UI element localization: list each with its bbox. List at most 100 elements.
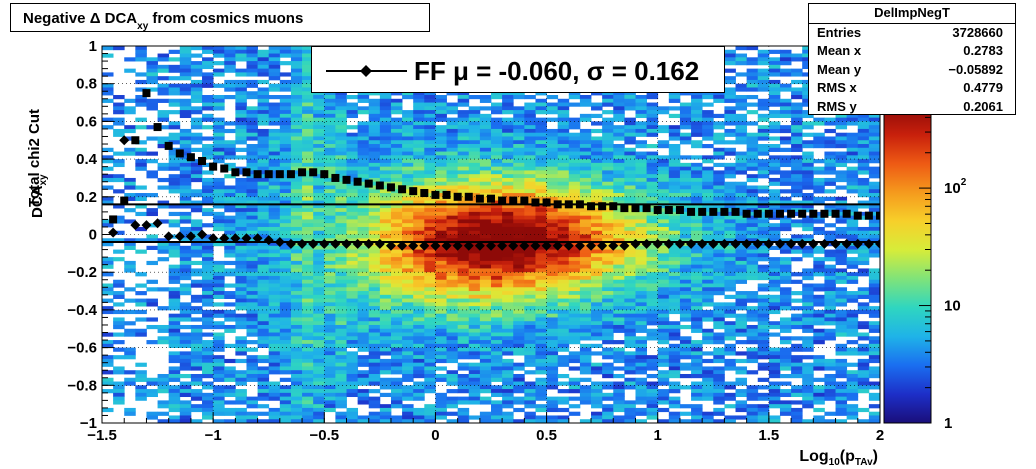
heatmap-cell (735, 151, 748, 156)
heatmap-cell (324, 125, 336, 130)
heatmap-cell (502, 140, 514, 145)
heatmap-cell (768, 204, 781, 209)
heatmap-cell (657, 370, 670, 375)
heatmap-cell (502, 249, 514, 254)
heatmap-cell (368, 419, 381, 423)
heatmap-cell (268, 396, 281, 401)
heatmap-cell (279, 347, 292, 352)
heatmap-cell (279, 204, 292, 209)
heatmap-cell (257, 49, 270, 54)
heatmap-cell (446, 351, 459, 356)
heatmap-cell (624, 219, 636, 224)
heatmap-cell (624, 362, 636, 367)
heatmap-cell (224, 373, 236, 379)
heatmap-cell (646, 155, 659, 160)
heatmap-cell (724, 106, 736, 111)
heatmap-cell (768, 208, 781, 213)
heatmap-cell (246, 95, 258, 100)
heatmap-cell (346, 279, 359, 284)
heatmap-cell (768, 226, 781, 232)
heatmap-cell (657, 328, 670, 333)
heatmap-cell (757, 230, 770, 235)
heatmap-cell (179, 200, 192, 205)
heatmap-cell (424, 302, 436, 307)
heatmap-cell (424, 162, 436, 168)
heatmap-cell (268, 358, 281, 364)
heatmap-cell (435, 321, 447, 326)
heatmap-cell (379, 226, 392, 232)
heatmap-cell (491, 347, 503, 352)
heatmap-cell (691, 234, 703, 239)
heatmap-cell (768, 64, 781, 70)
heatmap-cell (346, 381, 359, 386)
heatmap-cell (535, 147, 547, 152)
heatmap-cell (624, 317, 636, 322)
heatmap-cell (513, 174, 525, 179)
heatmap-cell (446, 343, 459, 348)
heatmap-cell (346, 362, 359, 367)
heatmap-cell (202, 57, 214, 62)
heatmap-cell (257, 189, 270, 194)
heatmap-cell (579, 136, 592, 141)
heatmap-cell (557, 400, 570, 405)
heatmap-cell (691, 294, 703, 299)
heatmap-cell (535, 328, 547, 333)
heatmap-cell (213, 358, 225, 364)
heatmap-cell (268, 260, 281, 266)
heatmap-cell (546, 238, 559, 243)
heatmap-cell (568, 275, 581, 281)
heatmap-cell (757, 294, 770, 299)
heatmap-cell (768, 294, 781, 299)
heatmap-cell (435, 411, 447, 416)
heatmap-cell (468, 260, 481, 266)
heatmap-cell (424, 147, 436, 152)
heatmap-cell (168, 321, 181, 326)
heatmap-cell (224, 53, 236, 58)
heatmap-cell (535, 306, 547, 311)
heatmap-cell (635, 275, 647, 281)
heatmap-cell (124, 328, 136, 333)
heatmap-cell (579, 132, 592, 137)
heatmap-cell (435, 219, 447, 224)
heatmap-cell (290, 219, 303, 224)
heatmap-cell (313, 170, 325, 175)
heatmap-cell (568, 268, 581, 273)
heatmap-cell (290, 102, 303, 107)
heatmap-cell (646, 144, 659, 149)
heatmap-cell (613, 298, 625, 303)
heatmap-cell (668, 302, 681, 307)
heatmap-cell (735, 415, 748, 420)
heatmap-cell (313, 219, 325, 224)
heatmap-cell (546, 313, 559, 318)
heatmap-cell (568, 321, 581, 326)
heatmap-cell (724, 336, 736, 341)
heatmap-cell (579, 279, 592, 284)
heatmap-cell (224, 242, 236, 247)
heatmap-cell (713, 226, 725, 232)
heatmap-cell (124, 381, 136, 386)
heatmap-cell (513, 328, 525, 333)
heatmap-cell (424, 110, 436, 115)
heatmap-cell (224, 234, 236, 239)
heatmap-cell (302, 170, 314, 175)
heatmap-cell (713, 223, 725, 228)
heatmap-cell (613, 340, 625, 345)
heatmap-cell (235, 260, 247, 266)
heatmap-cell (668, 249, 681, 254)
heatmap-cell (257, 249, 270, 254)
heatmap-cell (179, 275, 192, 281)
heatmap-cell (257, 366, 270, 371)
heatmap-cell (768, 181, 781, 186)
heatmap-cell (613, 419, 625, 423)
heatmap-cell (290, 68, 303, 73)
heatmap-cell (546, 253, 559, 258)
heatmap-cell (368, 366, 381, 371)
heatmap-cell (557, 242, 570, 247)
heatmap-cell (324, 294, 336, 299)
heatmap-cell (190, 95, 203, 100)
heatmap-cell (457, 170, 470, 175)
heatmap-cell (568, 204, 581, 209)
heatmap-cell (257, 313, 270, 318)
heatmap-cell (546, 294, 559, 299)
heatmap-cell (491, 121, 503, 126)
